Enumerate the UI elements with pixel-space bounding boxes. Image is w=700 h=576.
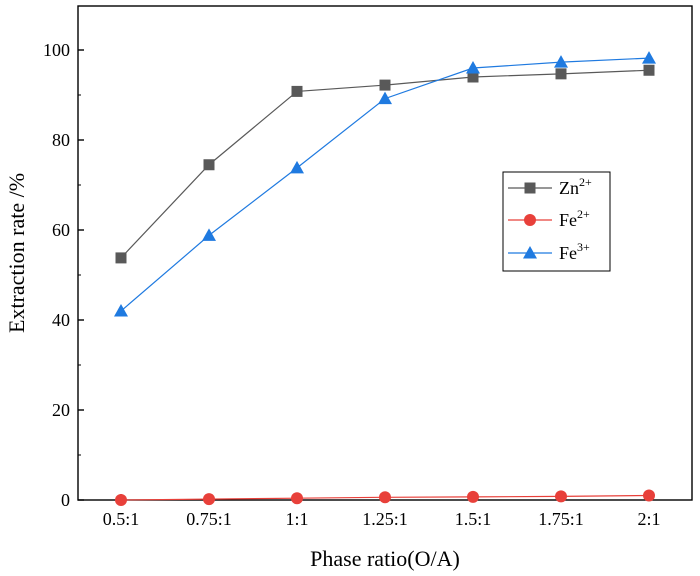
data-point <box>467 490 479 503</box>
y-tick-label: 80 <box>52 130 70 150</box>
legend-box <box>502 171 611 272</box>
data-point <box>643 489 655 502</box>
x-tick-label: 1.25:1 <box>362 509 408 529</box>
data-point <box>115 252 127 264</box>
axes: 0 20 40 60 80 100 0.5:1 0.75:1 1:1 1.25:1 1.5:1 1.7… <box>43 40 661 529</box>
data-point <box>378 91 392 105</box>
x-tick-label: 1.5:1 <box>455 509 492 529</box>
data-point <box>202 228 216 241</box>
x-tick-label: 2:1 <box>637 509 660 529</box>
data-point <box>203 493 215 506</box>
y-tick-label: 60 <box>52 220 70 240</box>
data-point <box>115 494 127 506</box>
data-point <box>466 61 480 74</box>
data-point <box>291 85 303 97</box>
data-point <box>379 79 391 91</box>
legend-marker <box>524 214 536 226</box>
data-point <box>642 51 656 64</box>
legend-label: Zn2+ <box>559 175 592 198</box>
legend-label: Fe2+ <box>559 207 590 230</box>
series-zn-2plus <box>115 64 655 264</box>
x-tick-label: 0.75:1 <box>186 509 232 529</box>
data-point <box>467 71 479 83</box>
x-axis-title: Phase ratio(O/A) <box>310 546 460 571</box>
x-tick-label: 0.5:1 <box>103 509 140 529</box>
x-tick-label: 1:1 <box>285 509 308 529</box>
legend-marker <box>524 182 536 194</box>
legend-marker <box>523 246 537 259</box>
y-tick-label: 0 <box>61 490 70 510</box>
data-point <box>114 304 128 317</box>
data-point <box>379 491 391 504</box>
series-fe-3plus <box>114 51 656 317</box>
data-point <box>554 55 568 68</box>
data-point <box>643 64 655 76</box>
series-layer <box>114 51 656 506</box>
data-point <box>203 159 215 171</box>
y-tick-label: 20 <box>52 400 70 420</box>
data-point <box>290 160 304 174</box>
data-point <box>555 68 567 80</box>
legend: Zn2+ Fe2+ Fe3+ <box>502 171 611 272</box>
data-point <box>555 490 567 503</box>
y-axis-title: Extraction rate /% <box>4 173 29 333</box>
data-point <box>291 492 303 505</box>
legend-label: Fe3+ <box>559 240 590 263</box>
x-tick-label: 1.75:1 <box>538 509 584 529</box>
y-tick-label: 100 <box>43 40 70 60</box>
series-fe-2plus <box>115 489 655 506</box>
y-tick-label: 40 <box>52 310 70 330</box>
